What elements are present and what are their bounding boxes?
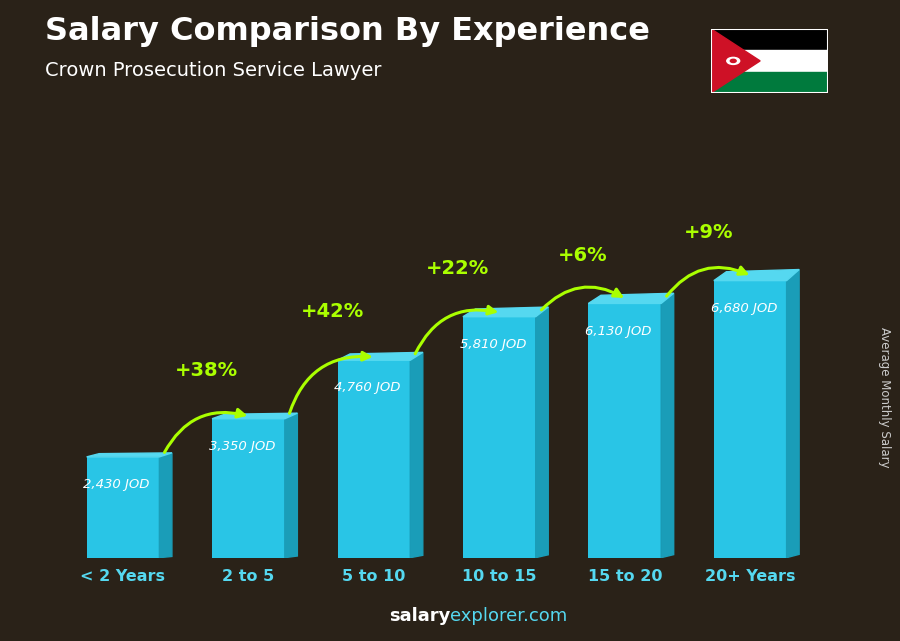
Text: 6,680 JOD: 6,680 JOD [711, 302, 778, 315]
Text: +22%: +22% [426, 259, 490, 278]
Text: 4,760 JOD: 4,760 JOD [335, 381, 400, 394]
Polygon shape [662, 293, 674, 558]
Text: explorer.com: explorer.com [450, 607, 567, 625]
Text: +38%: +38% [176, 361, 238, 380]
Bar [711, 50, 828, 72]
Polygon shape [536, 307, 548, 558]
Polygon shape [714, 269, 799, 281]
Text: 2,430 JOD: 2,430 JOD [84, 478, 150, 491]
Bar [338, 360, 410, 558]
Text: Average Monthly Salary: Average Monthly Salary [878, 327, 890, 468]
Text: +42%: +42% [301, 303, 364, 321]
Polygon shape [410, 353, 423, 558]
Circle shape [730, 60, 736, 62]
Text: 6,130 JOD: 6,130 JOD [585, 324, 652, 338]
Circle shape [727, 58, 740, 64]
Polygon shape [711, 29, 760, 93]
Text: 5,810 JOD: 5,810 JOD [460, 338, 526, 351]
Bar [711, 29, 828, 50]
Text: salary: salary [389, 607, 450, 625]
Polygon shape [86, 453, 172, 457]
Text: 3,350 JOD: 3,350 JOD [209, 440, 275, 453]
Polygon shape [787, 269, 799, 558]
Polygon shape [212, 413, 297, 419]
Bar [711, 72, 828, 93]
Polygon shape [338, 353, 423, 360]
Bar [589, 303, 662, 558]
Polygon shape [284, 413, 297, 558]
Text: Crown Prosecution Service Lawyer: Crown Prosecution Service Lawyer [45, 61, 382, 80]
Bar [463, 317, 536, 558]
Text: Salary Comparison By Experience: Salary Comparison By Experience [45, 16, 650, 47]
Text: +6%: +6% [558, 246, 608, 265]
Text: +9%: +9% [684, 223, 734, 242]
Bar [212, 419, 284, 558]
Polygon shape [159, 453, 172, 558]
Bar [714, 281, 787, 558]
Bar [86, 457, 159, 558]
Polygon shape [589, 293, 674, 303]
Polygon shape [463, 307, 548, 317]
